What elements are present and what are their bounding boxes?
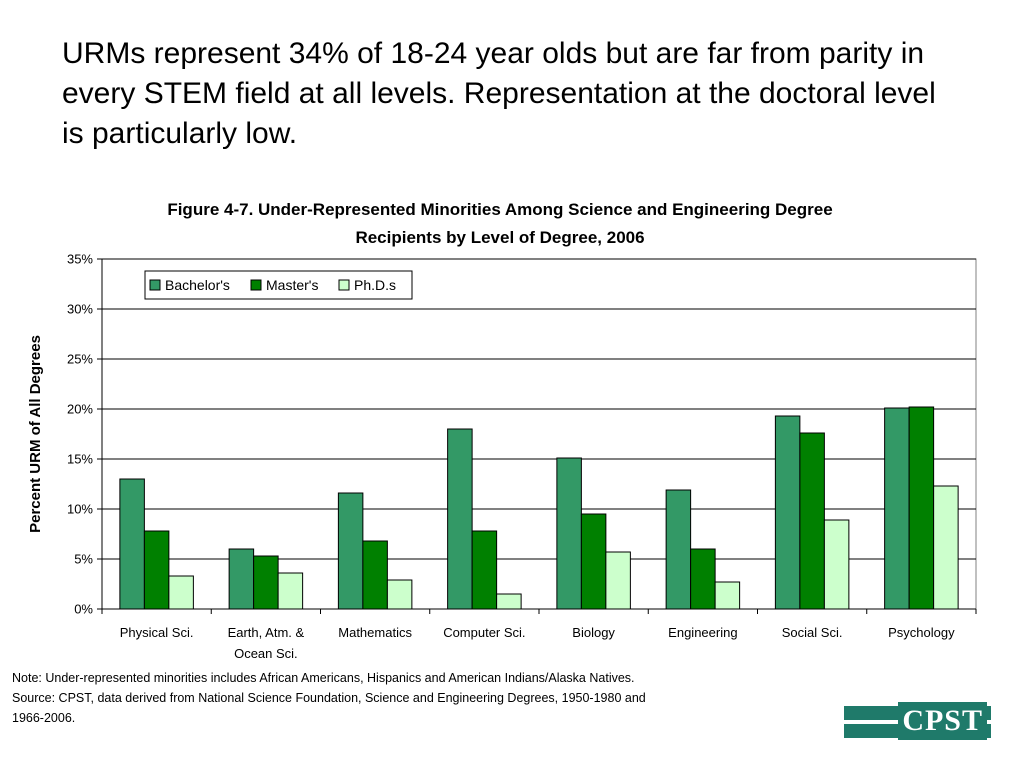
chart-title-line-1: Figure 4-7. Under-Represented Minorities… bbox=[167, 200, 833, 219]
bar-masters bbox=[690, 548, 716, 610]
bar-phds bbox=[277, 572, 304, 610]
bar-phds bbox=[823, 519, 850, 610]
legend-swatch bbox=[250, 279, 262, 291]
y-tick-label: 35% bbox=[67, 252, 93, 267]
legend-swatch bbox=[149, 279, 161, 291]
bar-phds bbox=[933, 485, 959, 610]
chart-note: Note: Under-represented minorities inclu… bbox=[12, 668, 772, 728]
slide-headline: URMs represent 34% of 18-24 year olds bu… bbox=[62, 37, 936, 150]
bar-bachelors bbox=[774, 415, 801, 610]
bar-masters bbox=[143, 530, 170, 610]
source-line-2: 1966-2006. bbox=[12, 711, 76, 725]
bar-bachelors bbox=[556, 457, 582, 610]
legend-label: Bachelor's bbox=[165, 277, 230, 293]
y-tick-label: 15% bbox=[67, 452, 93, 467]
bar-bachelors bbox=[447, 428, 473, 610]
x-tick-label: Physical Sci. bbox=[120, 625, 194, 640]
x-tick-label: Computer Sci. bbox=[443, 625, 525, 640]
bar-phds bbox=[714, 581, 741, 610]
legend-label: Master's bbox=[266, 277, 318, 293]
logo-wordmark: CPST bbox=[898, 702, 987, 740]
chart-title-line-2: Recipients by Level of Degree, 2006 bbox=[355, 228, 645, 247]
bar-masters bbox=[253, 555, 279, 610]
bar-bachelors bbox=[119, 478, 145, 610]
legend bbox=[144, 270, 413, 300]
bar-bachelors bbox=[228, 548, 255, 610]
bar-masters bbox=[908, 406, 935, 610]
x-tick-label: Earth, Atm. & bbox=[228, 625, 305, 640]
y-tick-label: 25% bbox=[67, 352, 93, 367]
x-tick-label: Engineering bbox=[668, 625, 737, 640]
y-tick-label: 20% bbox=[67, 402, 93, 417]
bar-phds bbox=[496, 593, 522, 610]
bar-masters bbox=[362, 540, 388, 610]
legend-swatch bbox=[338, 279, 350, 291]
y-axis-label: Percent URM of All Degrees bbox=[27, 335, 44, 533]
bar-masters bbox=[799, 432, 825, 610]
bar-phds bbox=[605, 551, 631, 610]
y-tick-label: 0% bbox=[74, 602, 93, 617]
note-line-1: Note: Under-represented minorities inclu… bbox=[12, 671, 635, 685]
bar-bachelors bbox=[884, 407, 910, 610]
bar-phds bbox=[168, 575, 194, 610]
x-tick-label: Social Sci. bbox=[782, 625, 843, 640]
bar-masters bbox=[471, 530, 498, 610]
source-line-1: Source: CPST, data derived from National… bbox=[12, 691, 646, 705]
bar-chart: 0% 5% 10% 15% 20% 25% 30% 35% Physical Sci. Earth… bbox=[27, 252, 977, 661]
x-tick-label: Ocean Sci. bbox=[234, 646, 298, 661]
y-tick-label: 10% bbox=[67, 502, 93, 517]
bar-masters bbox=[580, 513, 607, 610]
x-tick-label: Mathematics bbox=[338, 625, 412, 640]
y-tick-label: 30% bbox=[67, 302, 93, 317]
chart-title: Figure 4-7. Under-Represented Minorities… bbox=[90, 196, 910, 252]
x-tick-label: Psychology bbox=[888, 625, 955, 640]
bar-phds bbox=[386, 579, 413, 610]
bar-bachelors bbox=[337, 492, 364, 610]
bar-bachelors bbox=[665, 489, 692, 610]
x-tick-label: Biology bbox=[572, 625, 615, 640]
legend-label: Ph.D.s bbox=[354, 277, 396, 293]
cpst-logo: CPST bbox=[844, 702, 991, 740]
y-tick-label: 5% bbox=[74, 552, 93, 567]
